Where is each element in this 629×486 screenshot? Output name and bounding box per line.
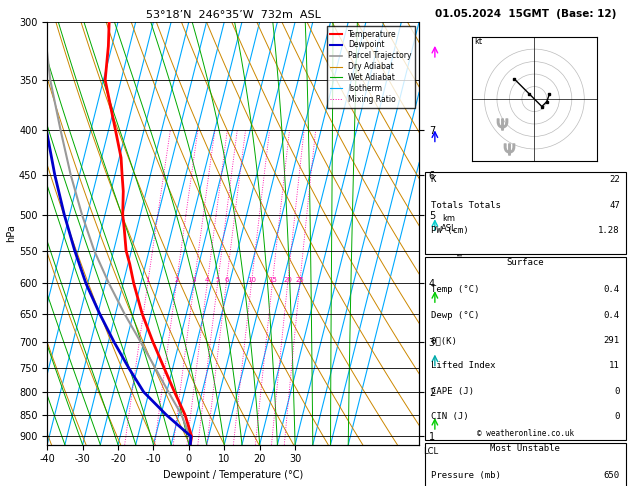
Text: 25: 25 <box>296 278 304 283</box>
Text: 0: 0 <box>615 387 620 396</box>
Text: 0: 0 <box>615 412 620 421</box>
Text: 291: 291 <box>604 336 620 345</box>
Text: 5: 5 <box>215 278 220 283</box>
Bar <box>425 257 626 440</box>
Text: θᴄ(K): θᴄ(K) <box>431 336 458 345</box>
Text: Surface: Surface <box>506 258 544 267</box>
Text: 0.4: 0.4 <box>604 311 620 320</box>
Y-axis label: km
ASL: km ASL <box>441 214 457 233</box>
Bar <box>425 443 626 486</box>
Text: 1: 1 <box>145 278 150 283</box>
Text: 650: 650 <box>604 471 620 480</box>
Text: PW (cm): PW (cm) <box>431 226 469 235</box>
Text: 3: 3 <box>192 278 196 283</box>
Text: 4: 4 <box>205 278 209 283</box>
Text: Pressure (mb): Pressure (mb) <box>431 471 501 480</box>
Text: 01.05.2024  15GMT  (Base: 12): 01.05.2024 15GMT (Base: 12) <box>435 9 616 19</box>
Title: 53°18’N  246°35’W  732m  ASL: 53°18’N 246°35’W 732m ASL <box>146 10 321 20</box>
Text: © weatheronline.co.uk: © weatheronline.co.uk <box>477 429 574 438</box>
Bar <box>425 172 626 255</box>
Y-axis label: hPa: hPa <box>6 225 16 242</box>
Text: 10: 10 <box>247 278 256 283</box>
Text: 0.4: 0.4 <box>604 285 620 295</box>
Legend: Temperature, Dewpoint, Parcel Trajectory, Dry Adiabat, Wet Adiabat, Isotherm, Mi: Temperature, Dewpoint, Parcel Trajectory… <box>326 26 415 108</box>
Text: Dewp (°C): Dewp (°C) <box>431 311 479 320</box>
X-axis label: Dewpoint / Temperature (°C): Dewpoint / Temperature (°C) <box>163 470 303 480</box>
Text: 22: 22 <box>609 175 620 184</box>
Text: 20: 20 <box>283 278 292 283</box>
Text: 15: 15 <box>268 278 277 283</box>
Text: 11: 11 <box>609 362 620 370</box>
Text: CAPE (J): CAPE (J) <box>431 387 474 396</box>
Text: CIN (J): CIN (J) <box>431 412 469 421</box>
Text: 2: 2 <box>174 278 179 283</box>
Text: 1.28: 1.28 <box>598 226 620 235</box>
Text: LCL: LCL <box>423 447 438 456</box>
Text: 6: 6 <box>224 278 228 283</box>
Text: Lifted Index: Lifted Index <box>431 362 496 370</box>
Text: Most Unstable: Most Unstable <box>491 444 560 453</box>
Text: kt: kt <box>474 37 482 46</box>
Text: 47: 47 <box>609 201 620 210</box>
Text: Mixing Ratio (g/kg): Mixing Ratio (g/kg) <box>456 193 465 273</box>
Text: Temp (°C): Temp (°C) <box>431 285 479 295</box>
Text: K: K <box>431 175 437 184</box>
Text: Totals Totals: Totals Totals <box>431 201 501 210</box>
